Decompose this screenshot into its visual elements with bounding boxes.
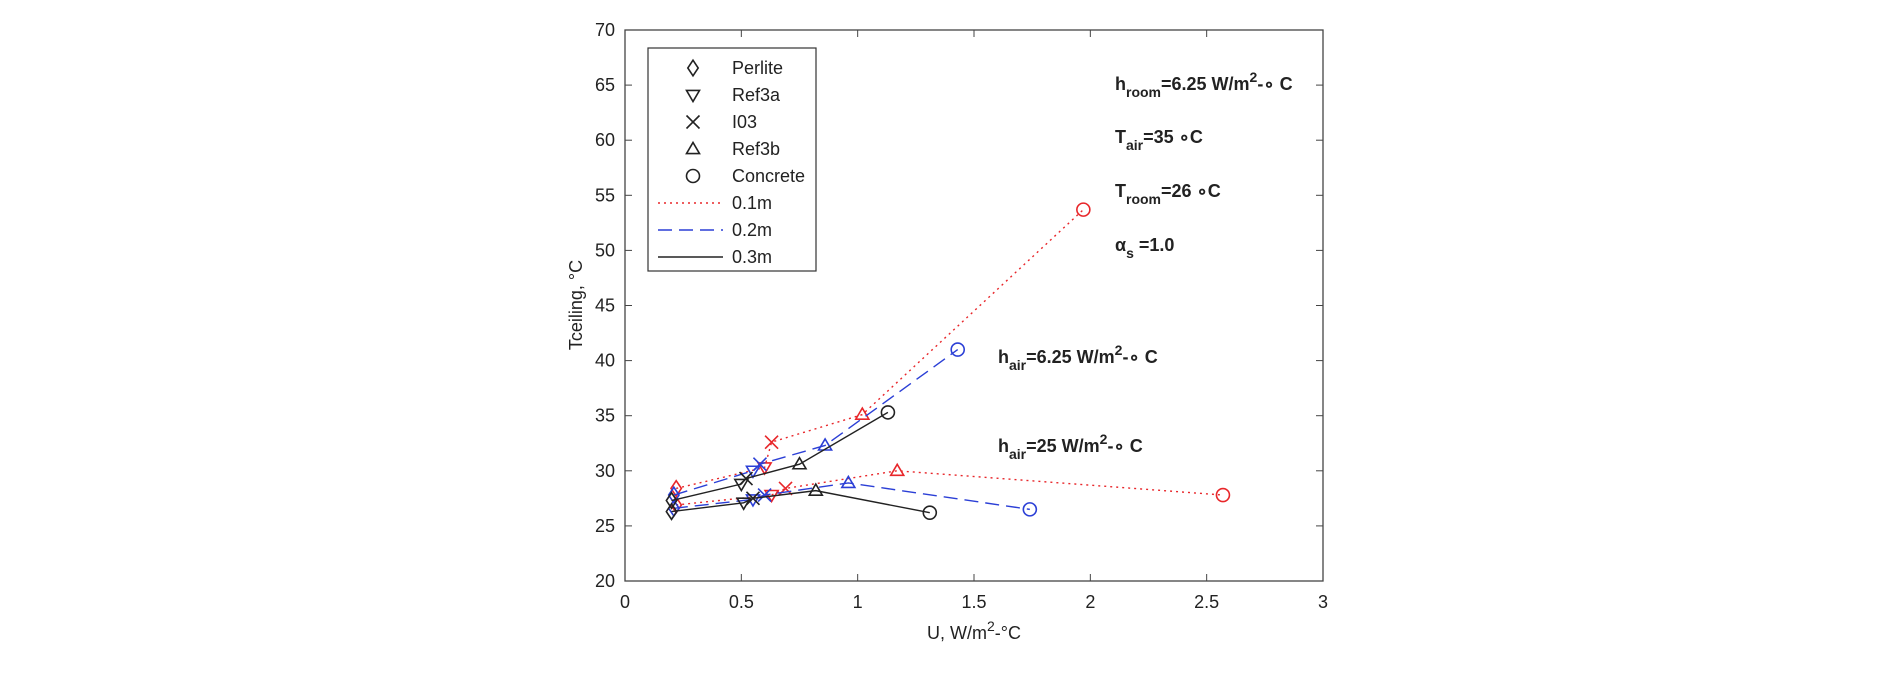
x-tick-label: 3 — [1318, 592, 1328, 612]
marker — [889, 462, 906, 477]
y-tick-label: 20 — [595, 571, 615, 591]
annotation-part: =26 ∘C — [1161, 181, 1221, 201]
series-line — [673, 349, 959, 496]
x-tick-label: 0.5 — [729, 592, 754, 612]
x-axis-label-part: U, W/m — [927, 623, 987, 643]
marker — [840, 474, 857, 489]
annotation-part: h — [1115, 74, 1126, 94]
annotation-part: =25 W/m — [1026, 436, 1100, 456]
marker — [685, 114, 701, 130]
annotation-part: 2 — [1250, 69, 1258, 85]
annotation-part: air — [1009, 357, 1027, 373]
annotation-part: h — [998, 347, 1009, 367]
marker — [1215, 487, 1231, 503]
annotation-part: 2 — [1100, 431, 1108, 447]
marker — [880, 405, 896, 420]
marker — [685, 168, 701, 184]
y-tick-label: 70 — [595, 20, 615, 40]
x-axis-label-part: 2 — [987, 618, 995, 634]
annotation-part: T — [1115, 127, 1126, 147]
series-line — [671, 489, 930, 514]
annotation-part: =6.25 W/m — [1026, 347, 1115, 367]
y-tick-label: 30 — [595, 461, 615, 481]
marker — [738, 471, 754, 486]
legend-label: Concrete — [732, 166, 805, 186]
y-tick-label: 40 — [595, 351, 615, 371]
annotation-part: h — [998, 436, 1009, 456]
annotation: Troom=26 ∘C — [1115, 181, 1221, 207]
marker — [665, 491, 678, 510]
marker — [733, 478, 750, 493]
y-tick-label: 65 — [595, 75, 615, 95]
x-tick-label: 1.5 — [961, 592, 986, 612]
marker — [752, 457, 768, 472]
legend-label: I03 — [732, 112, 757, 132]
x-tick-label: 2 — [1085, 592, 1095, 612]
annotation: hair=25 W/m2-∘ C — [998, 431, 1143, 462]
legend-label: 0.2m — [732, 220, 772, 240]
annotation-part: -∘ C — [1257, 74, 1292, 94]
y-tick-label: 25 — [595, 516, 615, 536]
annotation: Tair=35 ∘C — [1115, 127, 1203, 153]
marker — [685, 140, 701, 155]
marker — [745, 465, 761, 479]
annotation-part: =35 ∘C — [1143, 127, 1203, 147]
x-axis-label-part: -°C — [995, 623, 1021, 643]
series-line — [676, 209, 1084, 490]
legend-label: Ref3a — [732, 85, 781, 105]
annotation-part: room — [1126, 191, 1161, 207]
marker — [817, 437, 833, 451]
y-tick-label: 50 — [595, 240, 615, 260]
annotation-part: α — [1115, 235, 1126, 255]
marker — [1022, 502, 1038, 517]
y-tick-label: 55 — [595, 185, 615, 205]
marker — [665, 502, 678, 521]
x-tick-label: 0 — [620, 592, 630, 612]
marker — [922, 505, 938, 520]
annotation-part: =6.25 W/m — [1161, 74, 1250, 94]
legend-label: Ref3b — [732, 139, 780, 159]
x-tick-label: 1 — [853, 592, 863, 612]
y-tick-label: 60 — [595, 130, 615, 150]
y-axis-label: Tceiling, °C — [566, 260, 586, 350]
annotation: αs =1.0 — [1115, 235, 1174, 261]
y-tick-label: 35 — [595, 406, 615, 426]
annotation: hair=6.25 W/m2-∘ C — [998, 342, 1158, 373]
annotation-part: 2 — [1115, 342, 1123, 358]
annotation-part: s — [1126, 245, 1134, 261]
marker — [686, 58, 700, 78]
marker — [757, 487, 772, 503]
x-axis-label: U, W/m2-°C — [927, 618, 1021, 643]
annotation: hroom=6.25 W/m2-∘ C — [1115, 69, 1293, 100]
annotation-part: -∘ C — [1122, 347, 1157, 367]
annotation-part: T — [1115, 181, 1126, 201]
marker — [685, 89, 701, 104]
legend-box — [647, 47, 817, 272]
annotation-part: room — [1126, 84, 1161, 100]
legend-label: 0.1m — [732, 193, 772, 213]
legend-label: Perlite — [732, 58, 783, 78]
marker — [667, 485, 681, 505]
marker — [791, 456, 808, 470]
annotation-part: air — [1126, 137, 1144, 153]
marker — [764, 435, 779, 450]
legend-label: 0.3m — [732, 247, 772, 267]
x-tick-label: 2.5 — [1194, 592, 1219, 612]
annotation-part: air — [1009, 446, 1027, 462]
marker — [745, 491, 761, 506]
y-tick-label: 45 — [595, 296, 615, 316]
marker — [1076, 202, 1091, 217]
annotation-part: -∘ C — [1107, 436, 1142, 456]
marker — [807, 482, 824, 496]
annotation-part: =1.0 — [1134, 235, 1175, 255]
marker — [854, 406, 871, 420]
marker — [950, 342, 966, 357]
